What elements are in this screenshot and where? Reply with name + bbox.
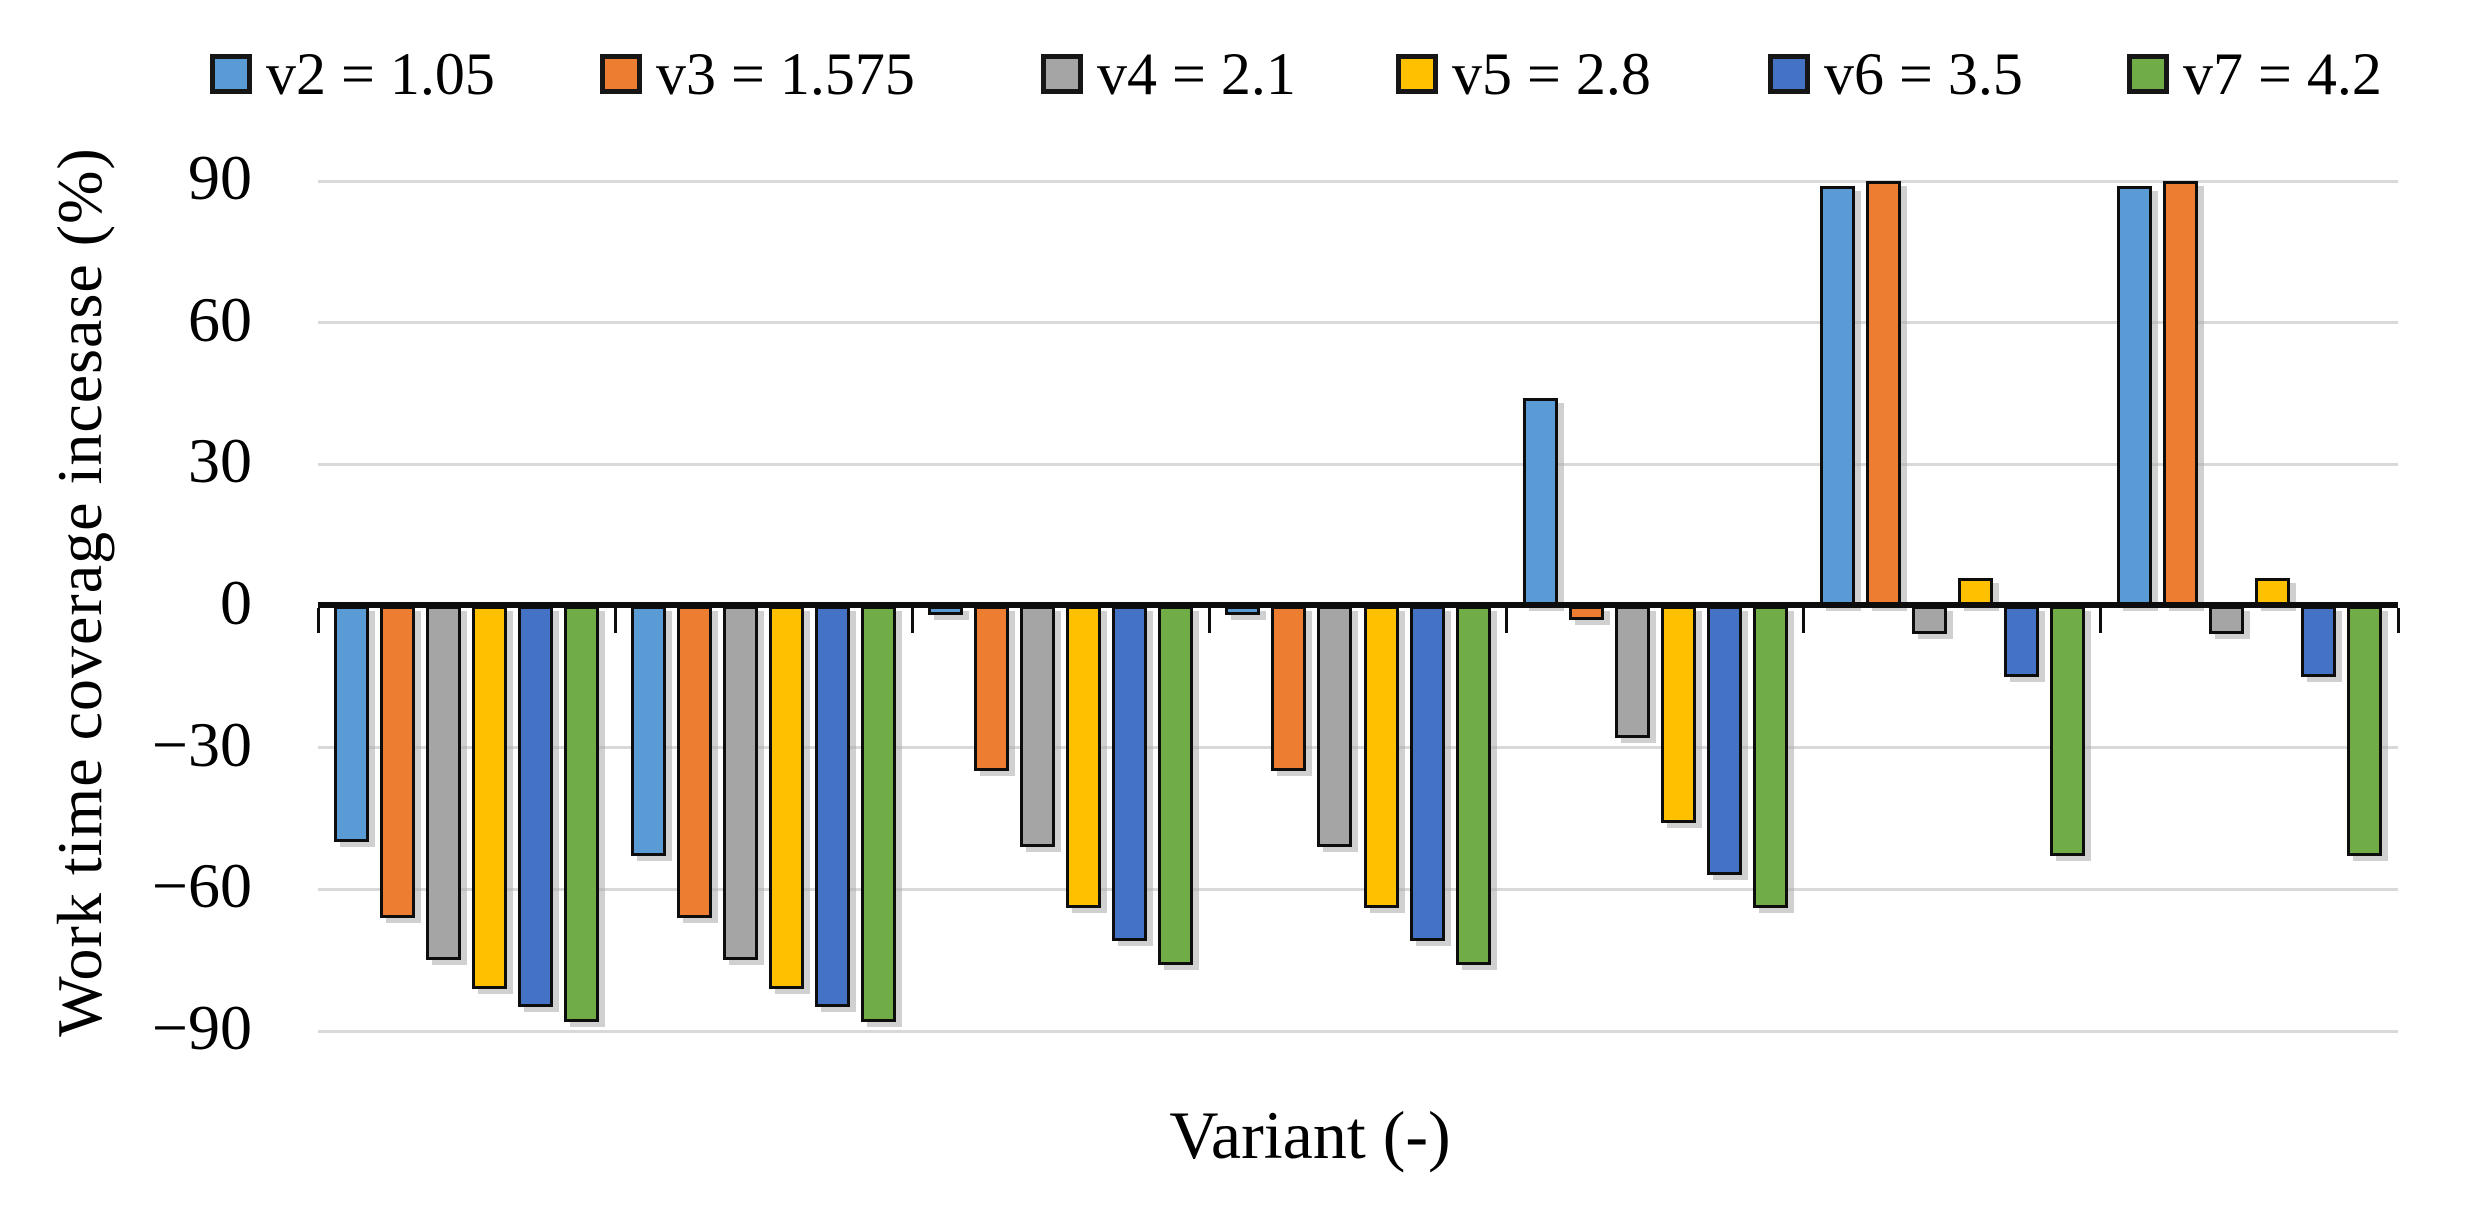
bar-group2-v2 xyxy=(631,606,667,857)
bar-group3-v7 xyxy=(1158,606,1194,965)
legend-swatch-v4 xyxy=(1041,54,1083,94)
bar-group1-v6 xyxy=(518,606,554,1008)
legend-label: v5 = 2.8 xyxy=(1452,41,1651,107)
bar-group4-v4 xyxy=(1317,606,1353,847)
bar-group5-v3 xyxy=(1568,606,1604,621)
x-axis-tick xyxy=(2099,608,2103,633)
legend-item-v6: v6 = 3.5 xyxy=(1768,41,2023,107)
bar-group3-v4 xyxy=(1020,606,1056,847)
bar-group5-v7 xyxy=(1752,606,1788,909)
bar-group1-v4 xyxy=(426,606,462,961)
bar-group6-v3 xyxy=(1865,181,1901,606)
legend-swatch-v6 xyxy=(1768,54,1810,94)
x-axis-tick xyxy=(1505,608,1509,633)
bar-group6-v5 xyxy=(1957,577,1993,606)
bar-group5-v4 xyxy=(1614,606,1650,739)
bar-group2-v4 xyxy=(723,606,759,961)
bar-group5-v2 xyxy=(1522,398,1558,606)
y-tick-label: 30 xyxy=(188,425,252,497)
gridline--30 xyxy=(318,746,2398,750)
x-axis-tick xyxy=(613,608,617,633)
gridline--90 xyxy=(318,1029,2398,1033)
legend-label: v3 = 1.575 xyxy=(656,41,915,107)
bar-group1-v7 xyxy=(564,606,600,1022)
bar-group7-v7 xyxy=(2347,606,2382,857)
x-axis-tick xyxy=(316,608,320,633)
legend-item-v7: v7 = 4.2 xyxy=(2127,41,2382,107)
legend-item-v4: v4 = 2.1 xyxy=(1041,41,1296,107)
bar-group5-v6 xyxy=(1706,606,1742,876)
bar-group1-v2 xyxy=(334,606,369,843)
legend-label: v4 = 2.1 xyxy=(1097,41,1296,107)
x-axis-title: Variant (-) xyxy=(1169,1097,1451,1173)
bar-group4-v6 xyxy=(1409,606,1445,942)
legend-label: v7 = 4.2 xyxy=(2183,41,2382,107)
bar-group3-v6 xyxy=(1112,606,1148,942)
legend-label: v2 = 1.05 xyxy=(266,41,495,107)
x-axis-tick xyxy=(910,608,914,633)
bar-group1-v5 xyxy=(472,606,508,989)
y-tick-label: 90 xyxy=(188,142,252,214)
bar-group6-v6 xyxy=(2003,606,2039,677)
bar-group2-v7 xyxy=(861,606,897,1022)
bar-group7-v2 xyxy=(2116,185,2152,606)
bar-group4-v5 xyxy=(1363,606,1399,909)
bar-group1-v3 xyxy=(380,606,416,918)
bar-group3-v5 xyxy=(1066,606,1102,909)
legend-swatch-v2 xyxy=(210,54,252,94)
bar-group6-v2 xyxy=(1819,185,1855,606)
gridline-90 xyxy=(318,179,2398,183)
y-tick-label: 60 xyxy=(188,283,252,355)
x-axis-tick xyxy=(1802,608,1806,633)
bar-group2-v3 xyxy=(677,606,713,918)
x-axis-line xyxy=(318,602,2398,608)
x-axis-tick xyxy=(1207,608,1211,633)
legend-item-v5: v5 = 2.8 xyxy=(1396,41,1651,107)
bar-group7-v5 xyxy=(2254,577,2290,606)
legend-swatch-v5 xyxy=(1396,54,1438,94)
x-axis-tick xyxy=(2396,608,2400,633)
y-tick-label: −90 xyxy=(151,992,252,1064)
gridline-30 xyxy=(318,462,2398,466)
legend-label: v6 = 3.5 xyxy=(1824,41,2023,107)
y-tick-label: −60 xyxy=(151,850,252,922)
bar-group5-v5 xyxy=(1660,606,1696,824)
bar-group7-v3 xyxy=(2162,181,2198,606)
y-tick-label: −30 xyxy=(151,708,252,780)
bar-group6-v4 xyxy=(1911,606,1947,635)
gridline--60 xyxy=(318,887,2398,891)
bar-group4-v7 xyxy=(1455,606,1491,965)
bar-group6-v7 xyxy=(2049,606,2085,857)
legend-item-v3: v3 = 1.575 xyxy=(600,41,915,107)
legend-swatch-v7 xyxy=(2127,54,2169,94)
legend-swatch-v3 xyxy=(600,54,642,94)
bar-group7-v4 xyxy=(2208,606,2244,635)
gridline-60 xyxy=(318,321,2398,325)
bar-group2-v6 xyxy=(815,606,851,1008)
bar-group3-v3 xyxy=(974,606,1010,772)
bar-group4-v3 xyxy=(1271,606,1307,772)
bar-group2-v5 xyxy=(769,606,805,989)
y-tick-label: 0 xyxy=(220,567,252,639)
legend-item-v2: v2 = 1.05 xyxy=(210,41,495,107)
bar-group7-v6 xyxy=(2300,606,2336,677)
